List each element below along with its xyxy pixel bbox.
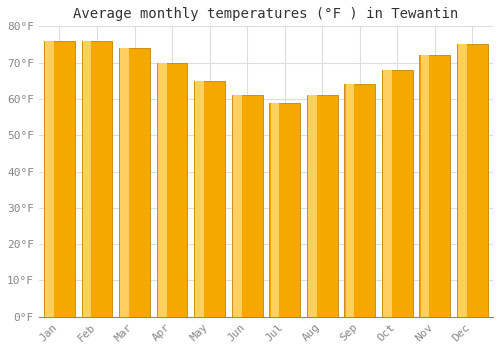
Bar (420, 55, 430, 317)
Bar (457, 44, 488, 317)
Title: Average monthly temperatures (°F ) in Tewantin: Average monthly temperatures (°F ) in Te… (74, 7, 458, 21)
Bar (83, 41, 92, 317)
Bar (82, 41, 112, 317)
Bar (420, 55, 450, 317)
Bar (158, 63, 166, 317)
Bar (308, 95, 316, 317)
Bar (307, 95, 338, 317)
Bar (382, 70, 412, 317)
Bar (156, 63, 188, 317)
Bar (232, 95, 262, 317)
Bar (46, 41, 54, 317)
Bar (44, 41, 75, 317)
Bar (344, 84, 375, 317)
Bar (119, 48, 150, 317)
Bar (120, 48, 129, 317)
Bar (346, 84, 354, 317)
Bar (233, 95, 241, 317)
Bar (383, 70, 392, 317)
Bar (270, 103, 279, 317)
Bar (194, 81, 225, 317)
Bar (458, 44, 467, 317)
Bar (196, 81, 204, 317)
Bar (270, 103, 300, 317)
